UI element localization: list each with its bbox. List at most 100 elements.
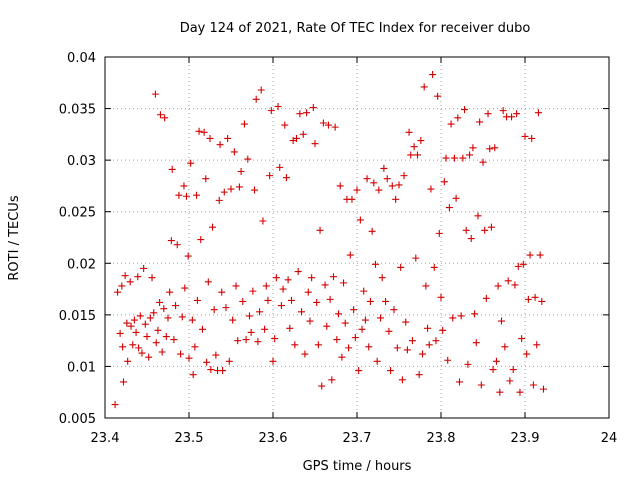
data-point (419, 350, 427, 358)
data-point (459, 154, 467, 162)
data-point (425, 341, 433, 349)
data-point (219, 367, 227, 375)
data-point (481, 226, 489, 234)
data-point (402, 318, 410, 326)
data-point (538, 297, 546, 305)
data-point (296, 110, 304, 118)
data-point (529, 381, 537, 389)
data-point (398, 376, 406, 384)
data-point (232, 282, 240, 290)
data-point (350, 306, 358, 314)
data-point (324, 121, 332, 129)
data-point (178, 313, 186, 321)
data-point (412, 254, 420, 262)
data-point (150, 309, 158, 317)
data-point (371, 260, 379, 268)
data-point (476, 118, 484, 126)
data-point (415, 371, 423, 379)
data-point (335, 310, 343, 318)
data-point (383, 175, 391, 183)
data-point (259, 217, 267, 225)
data-point (321, 281, 329, 289)
data-point (118, 282, 126, 290)
data-point (160, 305, 168, 313)
data-point (189, 371, 197, 379)
data-point (511, 281, 519, 289)
y-tick-label: 0.01 (67, 360, 96, 375)
data-point (279, 285, 287, 293)
data-point (134, 273, 142, 281)
data-point (124, 357, 132, 365)
data-point (218, 288, 226, 296)
data-point (184, 252, 192, 260)
data-point (204, 278, 212, 286)
data-point (254, 338, 262, 346)
data-point (509, 366, 517, 374)
data-point (111, 401, 119, 409)
data-point (316, 226, 324, 234)
data-point (154, 326, 162, 334)
gridlines (105, 57, 609, 418)
data-point (356, 216, 364, 224)
data-point (284, 276, 292, 284)
data-point (388, 182, 396, 190)
data-point (469, 144, 477, 152)
data-point (521, 132, 529, 140)
data-point (172, 302, 180, 310)
data-point (215, 196, 223, 204)
data-point (212, 351, 220, 359)
data-point (191, 343, 199, 351)
x-tick-label: 23.6 (259, 431, 288, 446)
data-point (193, 191, 201, 199)
data-point (230, 148, 238, 156)
data-point (486, 145, 494, 153)
data-point (524, 295, 532, 303)
data-point (539, 385, 547, 393)
data-point (247, 328, 255, 336)
data-point (262, 282, 270, 290)
data-point (180, 182, 188, 190)
data-point (156, 298, 164, 306)
data-point (141, 320, 149, 328)
data-point (188, 316, 196, 324)
data-point (457, 312, 465, 320)
data-point (164, 314, 172, 322)
data-point (220, 188, 228, 196)
data-point (417, 137, 425, 145)
data-point (328, 376, 336, 384)
y-tick-label: 0.025 (59, 206, 96, 221)
data-point (435, 229, 443, 237)
data-point (403, 346, 411, 354)
data-point (474, 212, 482, 220)
y-tick-label: 0.005 (59, 412, 96, 427)
data-point (135, 344, 143, 352)
data-point (177, 350, 185, 358)
data-point (132, 328, 140, 336)
data-point (239, 297, 247, 305)
data-point (363, 175, 371, 183)
data-point (251, 186, 259, 194)
data-point (366, 297, 374, 305)
data-point (207, 366, 215, 374)
data-point (329, 273, 337, 281)
data-point (293, 134, 301, 142)
data-point (130, 316, 138, 324)
data-point (345, 344, 353, 352)
x-tick-label: 23.9 (511, 431, 540, 446)
data-point (437, 293, 445, 301)
data-point (166, 288, 174, 296)
data-point (209, 223, 217, 231)
data-point (264, 296, 272, 304)
data-point (277, 302, 285, 310)
data-point (282, 174, 290, 182)
data-point (267, 107, 275, 115)
data-point (216, 141, 224, 149)
y-tick-label: 0.03 (67, 154, 96, 169)
data-point (119, 378, 127, 386)
data-point (519, 260, 527, 268)
data-point (198, 325, 206, 333)
data-point (444, 356, 452, 364)
data-point (452, 194, 460, 202)
data-point (454, 114, 462, 122)
data-point (368, 227, 376, 235)
